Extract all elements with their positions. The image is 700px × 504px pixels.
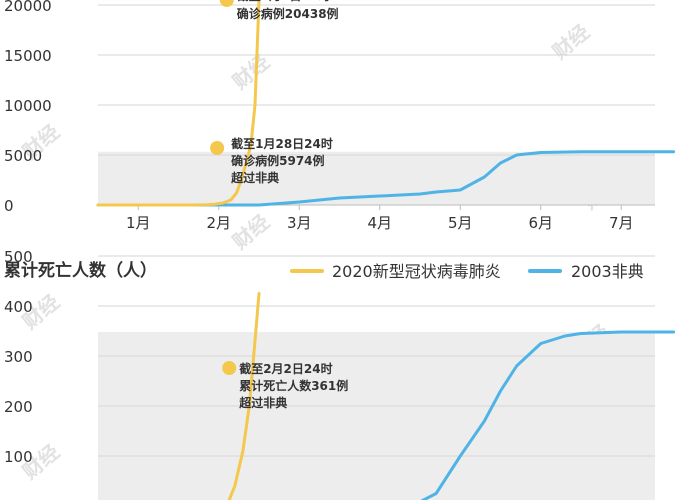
annotation-label: 确诊病例20438例 <box>237 6 339 21</box>
y-tick-label: 15000 <box>4 47 52 65</box>
annotation-marker <box>222 361 237 375</box>
annotation-label: 累计死亡人数361例 <box>239 378 348 393</box>
y-tick-label: 200 <box>4 398 33 416</box>
watermark-text: 财经 <box>548 20 594 64</box>
deaths-chart-title: 累计死亡人数（人） <box>4 260 157 281</box>
y-tick-label: 20000 <box>4 0 52 15</box>
annotation-marker <box>219 0 234 7</box>
confirmed-cases-chart: 20000 15000 10000 5000 0 1月 2月 3月 4月 5月 6月 7月 截至2月3日… <box>4 0 676 232</box>
series-line <box>225 292 261 504</box>
x-tick-label: 2月 <box>206 214 231 232</box>
annotation-label: 截至2月3日24时 <box>237 0 330 3</box>
x-tick-label: 5月 <box>448 214 473 232</box>
deaths-chart: 累计死亡人数（人） 2020新型冠状病毒肺炎 2003非典 500 400 300 20… <box>4 248 676 504</box>
y-tick-label: 100 <box>4 448 33 466</box>
y-tick-label: 10000 <box>4 97 52 115</box>
annotation-label: 截至1月28日24时 <box>231 136 333 151</box>
series-line <box>96 0 261 207</box>
annotation-label: 超过非典 <box>230 170 279 185</box>
x-tick-label: 4月 <box>367 214 392 232</box>
x-tick-label: 3月 <box>287 214 312 232</box>
watermark-text: 财经 <box>228 210 274 254</box>
watermark-text: 财经 <box>228 50 274 94</box>
legend-label: 2020新型冠状病毒肺炎 <box>332 262 501 281</box>
y-tick-label: 0 <box>4 197 14 215</box>
legend-label: 2003非典 <box>571 262 644 281</box>
series-line <box>96 150 676 207</box>
y-tick-label: 400 <box>4 298 33 316</box>
annotation-label: 超过非典 <box>238 395 287 410</box>
annotation-label: 截至2月2日24时 <box>239 361 332 376</box>
annotation-label: 确诊病例5974例 <box>231 153 324 168</box>
x-tick-label: 6月 <box>528 214 553 232</box>
x-tick-label: 7月 <box>609 214 634 232</box>
y-tick-label: 300 <box>4 348 33 366</box>
legend: 2020新型冠状病毒肺炎 2003非典 <box>290 262 644 281</box>
annotation-marker <box>210 141 225 155</box>
series-line <box>412 330 676 504</box>
y-tick-label: 500 <box>4 248 33 266</box>
y-tick-label: 5000 <box>4 147 42 165</box>
x-tick-label: 1月 <box>126 214 151 232</box>
sars-total-band <box>98 332 655 500</box>
